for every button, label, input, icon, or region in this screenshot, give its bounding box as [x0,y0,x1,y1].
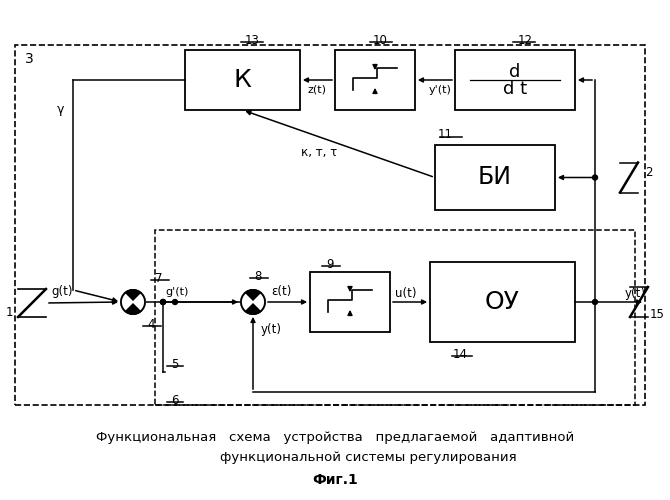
Bar [185,50,300,110]
Text: 3: 3 [25,52,34,66]
Text: 6: 6 [172,394,179,406]
Text: γ: γ [57,104,65,117]
Polygon shape [133,294,145,310]
Bar [155,230,635,405]
Text: 10: 10 [373,34,387,46]
Text: 1: 1 [5,306,13,318]
Text: Функциональная   схема   устройства   предлагаемой   адаптивной: Функциональная схема устройства предлага… [96,432,574,444]
Text: y(t): y(t) [261,324,282,336]
Text: y'(t): y'(t) [429,85,452,95]
Polygon shape [245,290,261,302]
Circle shape [592,300,598,304]
Text: К: К [234,68,251,92]
Text: d t: d t [503,80,527,98]
Text: y(t): y(t) [625,286,646,300]
Text: d: d [509,63,521,81]
Text: ОУ: ОУ [485,290,520,314]
Circle shape [161,300,165,304]
Polygon shape [125,290,141,302]
Bar [310,272,390,332]
Text: z(t): z(t) [308,85,327,95]
Circle shape [121,290,145,314]
Text: 9: 9 [326,258,334,270]
Text: g(t): g(t) [51,286,72,298]
Bar [15,45,645,405]
Polygon shape [121,294,133,310]
Text: 5: 5 [172,358,179,370]
Text: 12: 12 [517,34,533,46]
Text: 14: 14 [452,348,468,360]
Polygon shape [245,302,261,314]
Text: 8: 8 [255,270,262,282]
Text: 4: 4 [147,318,155,330]
Text: 13: 13 [245,34,260,46]
Circle shape [172,300,178,304]
Bar [430,262,575,342]
Text: к, т, τ: к, т, τ [301,146,337,159]
Text: 11: 11 [438,128,452,141]
Bar [435,145,555,210]
Text: функциональной системы регулирования: функциональной системы регулирования [220,452,517,464]
Circle shape [161,300,165,304]
Bar [335,50,415,110]
Polygon shape [253,294,265,310]
Circle shape [592,175,598,180]
Circle shape [241,290,265,314]
Text: Фиг.1: Фиг.1 [312,473,358,487]
Text: u(t): u(t) [395,286,417,300]
Text: 2: 2 [645,166,653,179]
Text: 15: 15 [650,308,665,320]
Bar [455,50,575,110]
Polygon shape [241,294,253,310]
Text: ε(t): ε(t) [271,286,291,298]
Text: 7: 7 [155,272,163,284]
Text: g'(t): g'(t) [165,287,188,297]
Text: БИ: БИ [478,166,512,190]
Polygon shape [125,302,141,314]
